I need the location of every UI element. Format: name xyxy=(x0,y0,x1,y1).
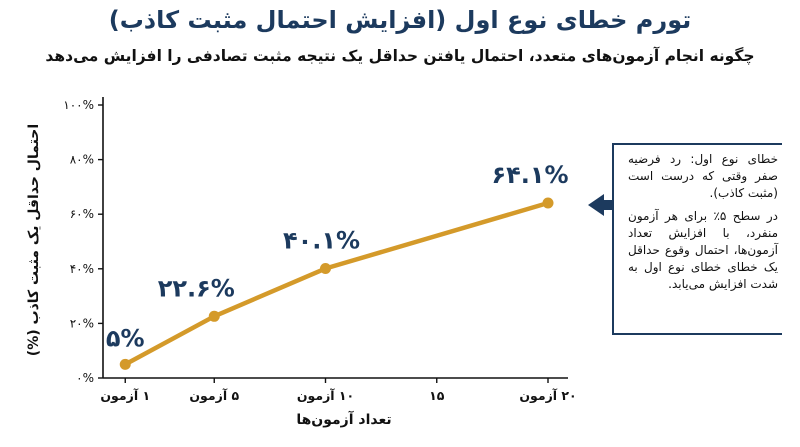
x-tick-label: ۱ آزمون xyxy=(100,388,150,403)
y-tick-label: ۱۰۰% xyxy=(63,98,94,112)
series-line xyxy=(123,200,551,367)
data-label: ۵% xyxy=(106,324,145,352)
chart-title: تورم خطای نوع اول (افزایش احتمال مثبت کا… xyxy=(108,6,692,34)
note-definition: خطای نوع اول: رد فرضیه صفر وقتی که درست … xyxy=(628,152,778,200)
data-labels: ۵% ۲۲.۶% ۴۰.۱% ۶۴.۱% xyxy=(106,161,569,352)
data-point xyxy=(119,358,131,370)
pointer-arrow-icon xyxy=(588,194,612,216)
data-label: ۴۰.۱% xyxy=(283,227,360,255)
y-tick-label: ۲۰% xyxy=(70,316,94,330)
data-point xyxy=(542,197,554,209)
data-label: ۲۲.۶% xyxy=(158,274,235,302)
y-tick-label: ۶۰% xyxy=(70,207,94,221)
x-axis-label: تعداد آزمون‌ها xyxy=(296,410,391,428)
x-tick-label: ۱۵ xyxy=(429,388,445,403)
x-tick-label: ۱۰ آزمون xyxy=(297,388,354,403)
x-tick-label: ۲۰ آزمون xyxy=(519,388,576,403)
y-axis-ticks: ۰% ۲۰% ۴۰% ۶۰% ۸۰% ۱۰۰% xyxy=(63,98,103,385)
x-tick-label: ۵ آزمون xyxy=(189,388,239,403)
y-tick-label: ۰% xyxy=(76,371,94,385)
axes xyxy=(102,97,568,379)
y-tick-label: ۸۰% xyxy=(70,153,94,167)
data-point xyxy=(208,310,220,322)
note-explanation: در سطح ۵٪ برای هر آزمون منفرد، با افزایش… xyxy=(628,209,778,291)
data-point xyxy=(320,263,331,275)
chart-subtitle: چگونه انجام آزمون‌های متعدد، احتمال یافت… xyxy=(45,47,755,65)
data-label: ۶۴.۱% xyxy=(491,161,568,189)
y-tick-label: ۴۰% xyxy=(70,262,94,276)
series-group xyxy=(119,197,554,370)
explanation-box: خطای نوع اول: رد فرضیه صفر وقتی که درست … xyxy=(612,143,782,335)
y-axis-label: احتمال حداقل یک مثبت کاذب (%) xyxy=(26,124,42,356)
x-axis-ticks: ۱ آزمون ۵ آزمون ۱۰ آزمون ۱۵ ۲۰ آزمون xyxy=(100,378,577,403)
